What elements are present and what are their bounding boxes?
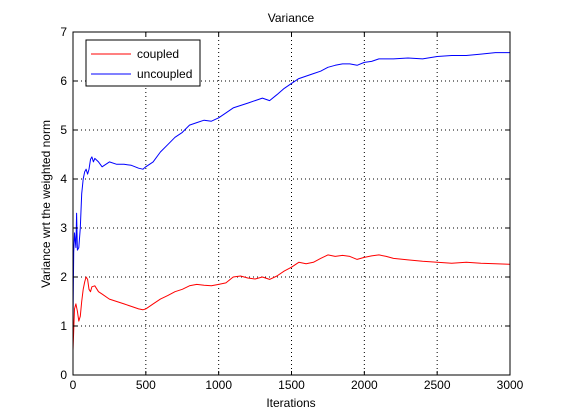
series-line-uncoupled [72, 52, 510, 322]
x-tick-label: 3000 [497, 378, 524, 392]
y-axis-label: Variance wrt the weighted norm [39, 120, 53, 288]
x-tick-label: 2000 [351, 378, 378, 392]
y-tick-label: 2 [60, 270, 67, 284]
y-tick-label: 7 [60, 25, 67, 39]
y-tick-label: 4 [60, 172, 67, 186]
y-tick-label: 5 [60, 123, 67, 137]
x-tick-label: 1500 [278, 378, 305, 392]
chart-title: Variance [268, 11, 315, 25]
x-tick-label: 2500 [424, 378, 451, 392]
series-line-coupled [72, 254, 511, 351]
y-tick-label: 0 [60, 368, 67, 382]
y-tick-label: 6 [60, 74, 67, 88]
x-tick-label: 500 [136, 378, 156, 392]
legend-box [85, 39, 201, 87]
y-tick-label: 1 [60, 319, 67, 333]
tick-layer: 0 500 1000 1500 2000 2500 3000 0 1 2 3 4 5 6 7 [60, 25, 523, 392]
legend: coupled uncoupled [85, 39, 201, 87]
y-tick-label: 3 [60, 221, 67, 235]
plot-area [73, 32, 510, 375]
x-axis-label: Iterations [266, 396, 315, 410]
legend-label-coupled: coupled [137, 47, 179, 61]
legend-label-uncoupled: uncoupled [137, 67, 192, 81]
x-tick-label: 1000 [205, 378, 232, 392]
x-tick-label: 0 [70, 378, 77, 392]
series-layer [72, 52, 511, 351]
